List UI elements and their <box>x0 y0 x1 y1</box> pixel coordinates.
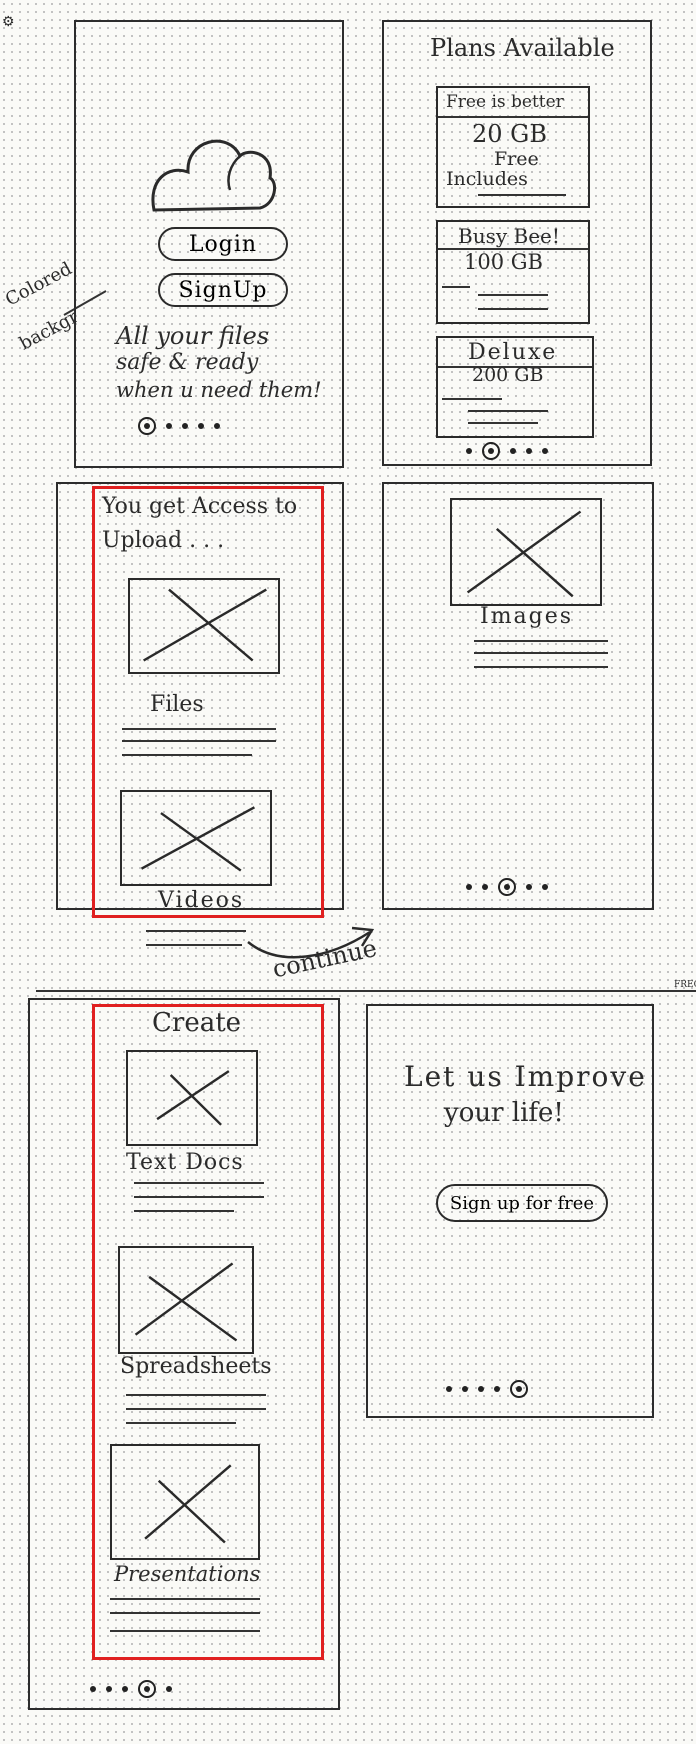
page-dot[interactable] <box>462 1386 468 1392</box>
selection-highlight-upload <box>92 486 324 918</box>
page-dot[interactable] <box>166 1686 172 1692</box>
cta-heading-line-1: Let us Improve <box>404 1060 647 1093</box>
page-dot[interactable] <box>198 423 204 429</box>
page-dot[interactable] <box>446 1386 452 1392</box>
create-item-presentations: Presentations <box>114 1562 261 1586</box>
upload-item-videos: Videos <box>158 888 245 913</box>
continue-arrow-icon <box>247 926 375 959</box>
page-dot-current[interactable] <box>138 417 156 435</box>
page-dot-current[interactable] <box>510 1380 528 1398</box>
page-indicator[interactable] <box>138 417 220 435</box>
item-images: Images <box>480 604 574 629</box>
page-dot[interactable] <box>526 448 532 454</box>
plan-card-deluxe[interactable]: Deluxe 200 GB <box>436 336 594 438</box>
page-dot[interactable] <box>166 423 172 429</box>
page-indicator[interactable] <box>90 1680 172 1698</box>
create-item-text-docs: Text Docs <box>126 1150 244 1175</box>
screen-create: Create Text Docs Spreadsheets Presentati… <box>28 998 340 1710</box>
screen-welcome: Login SignUp All your files safe & ready… <box>74 20 344 468</box>
page-dot[interactable] <box>478 1386 484 1392</box>
sheet-divider <box>36 990 696 992</box>
page-dot[interactable] <box>122 1686 128 1692</box>
screen-images: Images <box>382 482 654 910</box>
files-image-placeholder <box>128 578 280 674</box>
plan-free-label: Free <box>494 148 539 170</box>
plan-size: 100 GB <box>464 250 543 274</box>
plan-card-free[interactable]: Free is better 20 GB Free Includes <box>436 86 590 208</box>
text-docs-image-placeholder <box>126 1050 258 1146</box>
page-dot[interactable] <box>494 1386 500 1392</box>
plan-includes-label: Includes <box>446 168 528 190</box>
page-dot[interactable] <box>182 423 188 429</box>
page-dot[interactable] <box>542 884 548 890</box>
screen-plans: Plans Available Free is better 20 GB Fre… <box>382 20 652 466</box>
page-dot[interactable] <box>90 1686 96 1692</box>
upload-heading-line-2: Upload . . . <box>102 528 225 553</box>
create-title: Create <box>152 1008 242 1038</box>
page-dot[interactable] <box>466 448 472 454</box>
plan-name: Busy Bee! <box>458 224 560 248</box>
screen-signup-cta: Let us Improve your life! Sign up for fr… <box>366 1004 654 1418</box>
page-dot[interactable] <box>106 1686 112 1692</box>
screen-upload: You get Access to Upload . . . Files Vid… <box>56 482 344 913</box>
page-dot[interactable] <box>466 884 472 890</box>
plan-name: Free is better <box>446 92 564 112</box>
plan-card-busy-bee[interactable]: Busy Bee! 100 GB <box>436 220 590 324</box>
presentations-image-placeholder <box>110 1444 260 1560</box>
plan-size: 20 GB <box>472 120 547 148</box>
tagline-line-3: when u need them! <box>116 378 322 402</box>
images-image-placeholder <box>450 498 602 606</box>
page-dot-current[interactable] <box>482 442 500 460</box>
plan-name: Deluxe <box>468 340 558 365</box>
upload-heading-line-1: You get Access to <box>102 494 298 519</box>
page-dot[interactable] <box>214 423 220 429</box>
page-indicator[interactable] <box>446 1380 528 1398</box>
plan-size: 200 GB <box>472 364 544 386</box>
create-item-spreadsheets: Spreadsheets <box>120 1354 272 1379</box>
page-indicator[interactable] <box>466 878 548 896</box>
selection-highlight-create <box>92 1004 324 1660</box>
page-dot-current[interactable] <box>138 1680 156 1698</box>
login-button[interactable]: Login <box>158 227 288 261</box>
spreadsheets-image-placeholder <box>118 1246 254 1354</box>
cloud-logo-icon <box>151 139 277 212</box>
videos-image-placeholder <box>120 790 272 886</box>
page-dot[interactable] <box>482 884 488 890</box>
side-note-arrow <box>63 290 107 316</box>
corner-mark-icon: ⚙ <box>2 14 15 30</box>
tagline-line-2: safe & ready <box>116 350 259 375</box>
page-indicator[interactable] <box>466 442 548 460</box>
signup-button[interactable]: SignUp <box>158 273 288 307</box>
signup-free-button[interactable]: Sign up for free <box>436 1184 608 1222</box>
cta-heading-line-2: your life! <box>444 1098 564 1128</box>
page-dot[interactable] <box>510 448 516 454</box>
page-dot[interactable] <box>542 448 548 454</box>
plans-title: Plans Available <box>430 34 615 62</box>
upload-item-files: Files <box>150 692 204 717</box>
tagline-line-1: All your files <box>116 322 270 350</box>
page-dot-current[interactable] <box>498 878 516 896</box>
page-dot[interactable] <box>526 884 532 890</box>
